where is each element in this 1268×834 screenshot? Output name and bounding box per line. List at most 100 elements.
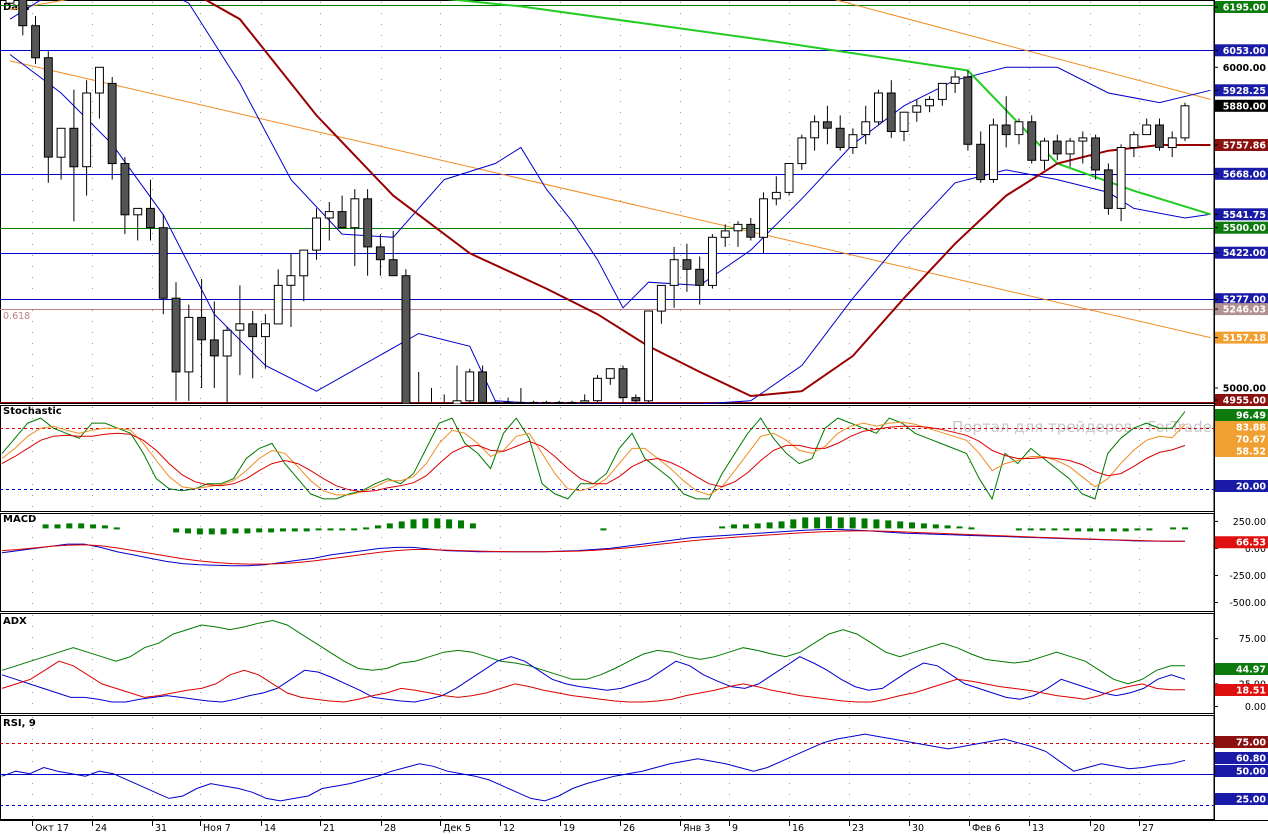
price-label-text-14: 4955.00	[1223, 396, 1267, 407]
macd-label-bg-0	[1215, 536, 1268, 549]
macd-histogram-bar-28	[339, 528, 346, 531]
candle-body-5	[69, 127, 79, 168]
macd-histogram-bar-30	[363, 527, 370, 530]
macd-histogram-bar-31	[374, 525, 381, 529]
macd-histogram-bar-80	[956, 526, 963, 529]
macd-histogram-bar-37	[446, 519, 453, 529]
candle-body-18	[235, 323, 245, 331]
macd-histogram-bar-89	[1063, 528, 1070, 531]
macd-histogram-bar-23	[280, 528, 286, 532]
macd-histogram-bar-29	[351, 528, 358, 531]
price-label-bg-12	[1215, 331, 1268, 344]
price-label-text-0: 6195.00	[1223, 3, 1267, 14]
price-label-text-10: 5277.00	[1223, 295, 1267, 306]
x-tick-label-12: 9	[732, 823, 738, 834]
candle-body-2	[31, 25, 41, 59]
macd-histogram-bar-27	[327, 528, 334, 531]
candle-body-73	[937, 82, 947, 100]
candle-body-15	[197, 316, 207, 341]
candle-body-91	[1167, 137, 1177, 148]
price-label-8: 5500.00	[1214, 221, 1268, 234]
panel-title-adx: ADX	[3, 616, 27, 627]
candle-body-26	[337, 211, 347, 229]
adx-label-bg-1	[1215, 684, 1268, 696]
candle-body-67	[861, 121, 871, 136]
macd-histogram-bar-50	[600, 528, 607, 531]
candle-body-6	[82, 92, 92, 168]
price-label-1: 6053.00	[1214, 44, 1268, 57]
panel-title-price: Data	[3, 2, 30, 13]
price-label-9: 5422.00	[1214, 246, 1268, 259]
candle-body-25	[324, 211, 334, 219]
stochastic-plot-group	[0, 411, 1214, 501]
macd-histogram-bar-90	[1075, 528, 1082, 532]
stochastic-series-1	[1, 421, 1186, 496]
macd-histogram-bar-38	[458, 520, 464, 529]
candle-body-92	[1180, 105, 1190, 139]
macd-y-tick-label-2: -250.00	[1229, 571, 1266, 582]
candle-body-52	[669, 259, 679, 286]
rsi-label-2: 50.00	[1236, 767, 1266, 778]
price-label-text-9: 5422.00	[1223, 248, 1267, 259]
price-label-2: 6000.00	[1214, 63, 1266, 74]
macd-histogram-bar-99	[1182, 527, 1188, 530]
macd-histogram-bar-4	[54, 524, 61, 529]
macd-histogram-bar-74	[885, 520, 892, 529]
price-label-bg-1	[1215, 44, 1268, 57]
adx-y-tick-label-0: 75.00	[1239, 634, 1266, 645]
candle-body-53	[682, 259, 692, 270]
rsi-label-3: 25.00	[1236, 795, 1266, 806]
macd-histogram-bar-73	[873, 519, 880, 529]
stochastic-label-bg-4	[1215, 480, 1268, 492]
x-tick-label-9: 19	[563, 823, 575, 834]
candle-body-63	[810, 121, 820, 139]
rsi-label-bg-3	[1215, 793, 1268, 805]
price-label-bg-4	[1215, 99, 1268, 112]
macd-histogram-bar-18	[220, 528, 227, 535]
x-tick-label-15: 30	[912, 823, 924, 834]
candle-body-39	[503, 401, 513, 404]
price-label-text-1: 6053.00	[1223, 46, 1267, 57]
candle-body-22	[286, 275, 296, 286]
price-label-5: 5757.86	[1214, 139, 1268, 152]
macd-histogram-bar-68	[814, 517, 821, 529]
candle-body-69	[886, 92, 896, 132]
rsi-label-0: 75.00	[1236, 738, 1266, 749]
price-label-11: 5246.03	[1214, 303, 1268, 316]
macd-histogram-bar-72	[861, 518, 868, 529]
stochastic-label-bg-3	[1215, 445, 1268, 457]
macd-histogram-bar-78	[932, 524, 939, 529]
rsi-label-bg-0	[1215, 736, 1268, 748]
candle-body-27	[350, 198, 360, 229]
stochastic-label-2: 70.67	[1236, 435, 1266, 446]
macd-y-tick-label-3: -500.00	[1229, 598, 1266, 609]
macd-histogram-bar-34	[410, 519, 417, 529]
macd-histogram-bar-22	[268, 528, 275, 533]
price-label-text-12: 5157.18	[1223, 333, 1267, 344]
macd-histogram-bar-88	[1051, 528, 1058, 531]
candle-body-56	[720, 230, 730, 238]
price-label-text-6: 5668.00	[1223, 169, 1267, 180]
x-tick-label-7: Дек 5	[443, 823, 471, 834]
macd-histogram-bar-35	[422, 518, 429, 529]
price-label-bg-10	[1215, 293, 1268, 306]
macd-histogram-bar-94	[1122, 528, 1129, 532]
candle-body-31	[401, 275, 411, 404]
macd-histogram-bar-63	[754, 523, 761, 529]
price-label-bg-9	[1215, 246, 1268, 259]
indicator-bollinger-lower	[9, 54, 1211, 404]
macd-histogram-bar-91	[1087, 528, 1094, 532]
macd-histogram-bar-19	[232, 528, 239, 534]
indicator-trendline-orange	[9, 60, 1211, 339]
candle-body-79	[1014, 121, 1024, 136]
candle-body-47	[605, 368, 615, 379]
macd-histogram-bar-21	[256, 528, 263, 533]
x-tick-label-14: 23	[852, 823, 864, 834]
macd-label-0: 66.53	[1236, 538, 1266, 549]
panel-title-rsi: RSI, 9	[3, 718, 36, 729]
adx-y-tick-label-2: 0.00	[1245, 702, 1266, 713]
price-label-0: 6195.00	[1214, 1, 1268, 14]
candle-body-57	[733, 223, 743, 232]
candle-body-88	[1129, 134, 1139, 148]
